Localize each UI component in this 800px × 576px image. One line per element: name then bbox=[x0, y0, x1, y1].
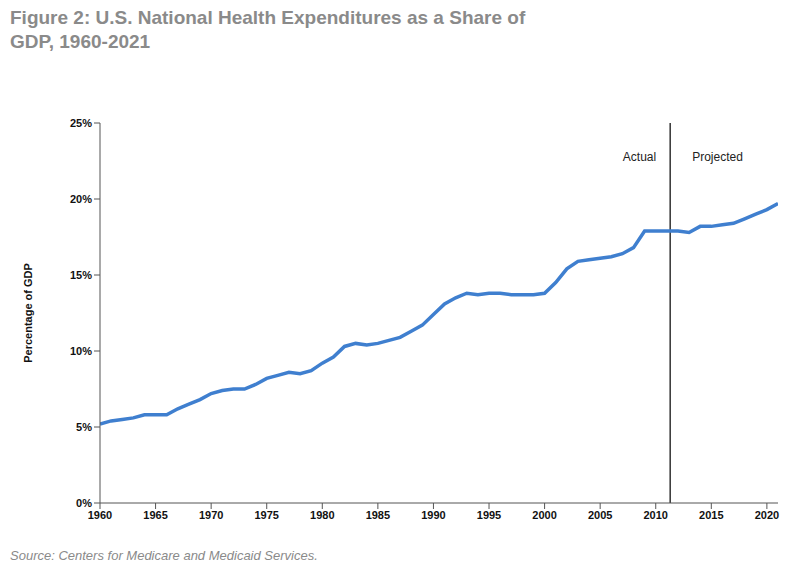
svg-text:1990: 1990 bbox=[421, 509, 445, 521]
svg-text:1960: 1960 bbox=[88, 509, 112, 521]
svg-text:Percentage of GDP: Percentage of GDP bbox=[22, 263, 34, 363]
svg-text:2015: 2015 bbox=[699, 509, 723, 521]
svg-text:1995: 1995 bbox=[477, 509, 501, 521]
svg-text:2005: 2005 bbox=[588, 509, 612, 521]
svg-text:1965: 1965 bbox=[143, 509, 167, 521]
svg-text:0%: 0% bbox=[76, 497, 92, 509]
svg-text:1980: 1980 bbox=[310, 509, 334, 521]
svg-text:20%: 20% bbox=[70, 193, 92, 205]
svg-text:5%: 5% bbox=[76, 421, 92, 433]
svg-text:2000: 2000 bbox=[532, 509, 556, 521]
svg-text:1975: 1975 bbox=[254, 509, 278, 521]
svg-text:Projected: Projected bbox=[692, 150, 743, 164]
svg-text:1970: 1970 bbox=[199, 509, 223, 521]
svg-text:Actual: Actual bbox=[623, 150, 656, 164]
svg-text:15%: 15% bbox=[70, 269, 92, 281]
svg-text:2010: 2010 bbox=[643, 509, 667, 521]
svg-text:2020: 2020 bbox=[755, 509, 779, 521]
html-text:Source: Centers for Medicare a: Source: Centers for Medicare and Medicai… bbox=[10, 548, 318, 563]
svg-text:10%: 10% bbox=[70, 345, 92, 357]
html-text:Figure 2: U.S. National Health: Figure 2: U.S. National Health Expenditu… bbox=[10, 7, 526, 52]
svg-text:25%: 25% bbox=[70, 117, 92, 129]
svg-text:1985: 1985 bbox=[366, 509, 390, 521]
